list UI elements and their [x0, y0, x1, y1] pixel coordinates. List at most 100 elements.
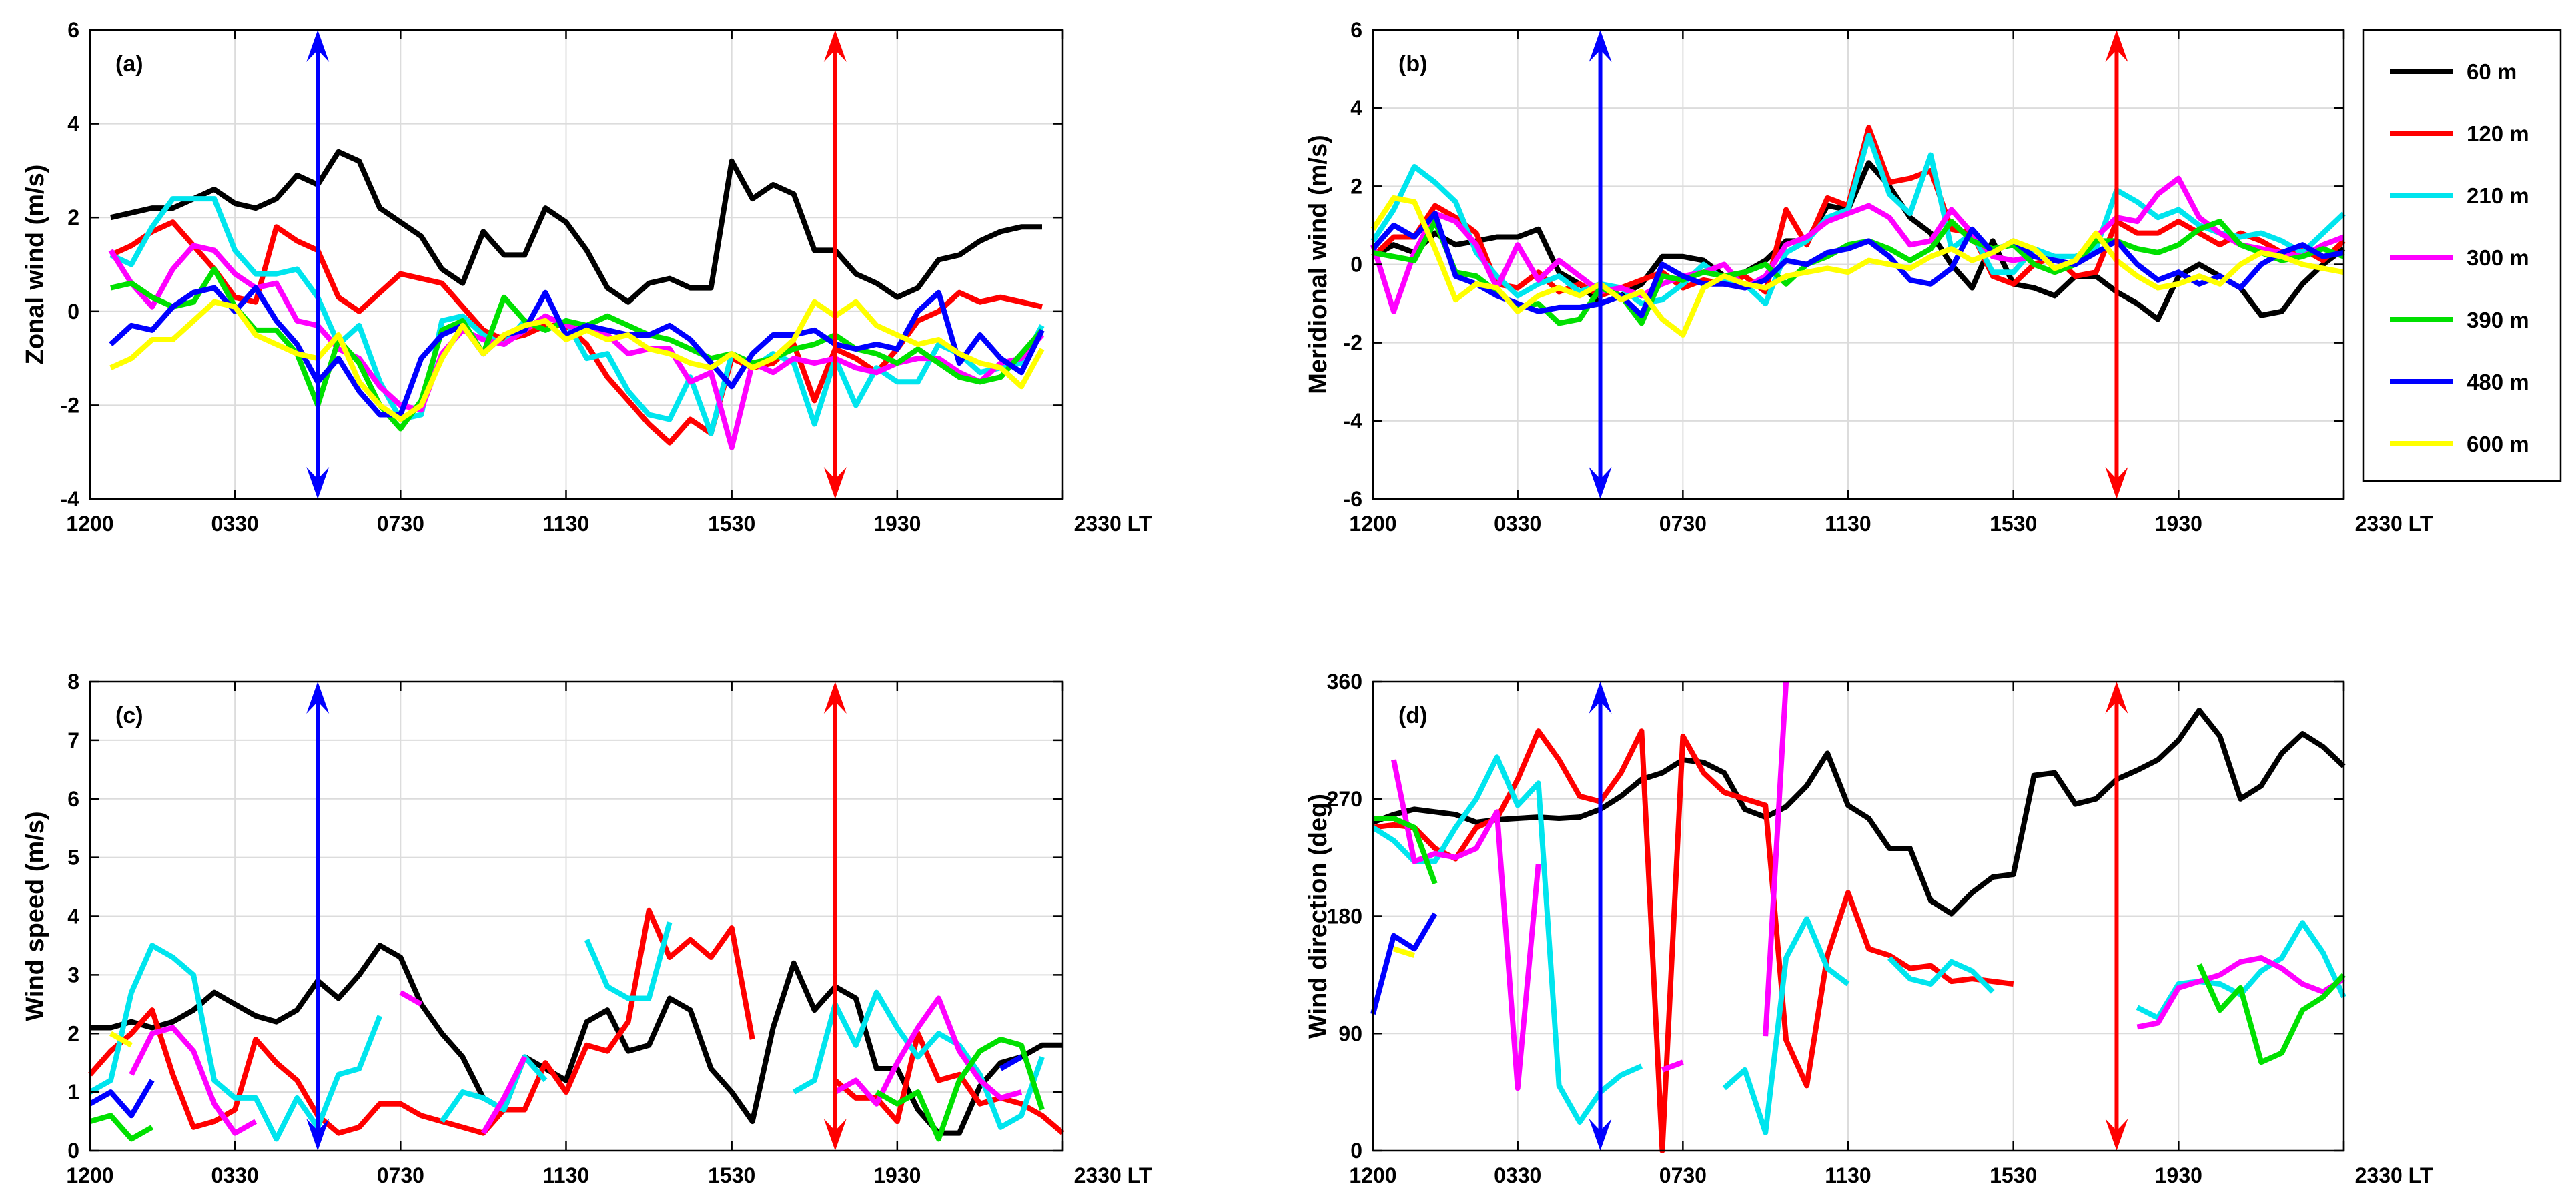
y-tick-label: -2: [1344, 331, 1362, 355]
y-tick-label: -4: [61, 487, 80, 511]
legend-entry: 60 m: [2390, 59, 2517, 84]
legend-label: 390 m: [2467, 308, 2529, 332]
blue-marker-arrow: [306, 682, 330, 1151]
series-line-600m: [109, 1031, 133, 1048]
x-tick-label: 0730: [377, 512, 424, 536]
panel-label: (d): [1398, 703, 1427, 728]
legend-label: 480 m: [2467, 370, 2529, 394]
legend: 60 m 120 m 210 m 300 m 390 m 480 m 600 m: [2362, 29, 2562, 482]
x-tick-label: 1530: [708, 512, 755, 536]
x-tick-label: 1130: [1825, 1163, 1871, 1187]
y-tick-label: 1: [67, 1080, 79, 1104]
series-group: [1371, 681, 2346, 1153]
x-tick-label: 1530: [1990, 512, 2037, 536]
series-line-210m: [1370, 133, 2346, 307]
x-tick-label: 1530: [708, 1163, 755, 1187]
y-tick-label: 6: [67, 787, 79, 811]
series-line-120m: [1372, 728, 2014, 1153]
x-tick-label: 0730: [377, 1163, 424, 1187]
chart-panel-1: 1200 0330 0730 1130 1530 1930 2330 LT -6 -4 -2 0 2 4…: [1304, 18, 2433, 536]
y-tick-label: 0: [1350, 253, 1362, 277]
legend-entry: 600 m: [2390, 432, 2529, 456]
x-tick-label: 0730: [1659, 512, 1707, 536]
y-tick-label: 4: [67, 905, 79, 929]
x-tick-label: 1130: [1825, 512, 1871, 536]
x-tick-label: 1530: [1990, 1163, 2037, 1187]
series-line-480m: [109, 285, 1045, 418]
x-tick-label: 1130: [543, 512, 589, 536]
y-tick-label: 2: [67, 1021, 79, 1045]
panels: 1200 0330 0730 1130 1530 1930 2330 LT-4-20246Z…: [21, 18, 2433, 1187]
red-marker-arrow: [2105, 682, 2128, 1151]
series-line-390m: [1373, 816, 2346, 1065]
y-tick-label: 8: [67, 670, 79, 694]
y-tick-label: 4: [67, 112, 79, 136]
y-axis-label: Zonal wind (m/s): [21, 165, 49, 365]
y-tick-label: -6: [1344, 487, 1362, 511]
series-line-300m: [1370, 175, 2345, 314]
series-line-60m: [110, 149, 1042, 305]
series-line-60m: [90, 943, 1063, 1136]
x-tick-label: 0330: [1494, 1163, 1541, 1187]
series-line-600m: [1370, 195, 2344, 338]
legend-label: 120 m: [2467, 121, 2529, 146]
x-tick-label: 2330 LT: [1074, 512, 1152, 536]
y-axis-label: Wind direction (deg): [1304, 794, 1332, 1039]
red-marker-arrow: [823, 30, 847, 499]
x-tick-label: 1930: [873, 1163, 921, 1187]
x-tick-label: 0330: [1494, 512, 1541, 536]
y-tick-label: 2: [67, 205, 79, 229]
x-tick-label: 2330 LT: [2355, 512, 2433, 536]
panel-label: (c): [115, 703, 143, 728]
panel-label: (a): [115, 51, 143, 77]
series-line-60m: [1372, 708, 2346, 917]
y-tick-label: -2: [61, 393, 79, 417]
x-tick-label: 2330 LT: [1074, 1163, 1152, 1187]
legend-entry: 210 m: [2390, 183, 2529, 208]
series-group: [1370, 125, 2346, 338]
x-tick-label: 0730: [1659, 1163, 1707, 1187]
legend-label: 60 m: [2467, 59, 2517, 84]
series-group: [87, 907, 1065, 1142]
x-tick-label: 1930: [873, 512, 921, 536]
chart-panel-3: 1200 0330 0730 1130 1530 1930 2330 LT 0 90 180 270…: [1304, 670, 2433, 1187]
x-tick-label: 0330: [211, 1163, 259, 1187]
legend-entry: 480 m: [2390, 370, 2529, 394]
y-tick-label: 3: [67, 963, 79, 987]
legend-entry: 120 m: [2390, 121, 2529, 146]
panel-label: (b): [1398, 51, 1427, 77]
series-line-210m: [89, 921, 1045, 1142]
series-line-480m: [1370, 211, 2344, 318]
y-tick-label: 7: [67, 728, 79, 752]
y-tick-label: 180: [1327, 905, 1362, 929]
series-line-210m: [1371, 754, 2346, 1135]
series-line-600m: [109, 299, 1045, 422]
series-line-480m: [89, 1054, 1023, 1119]
series-line-210m: [109, 196, 1045, 436]
series-line-600m: [1392, 946, 1416, 958]
x-tick-label: 2330 LT: [2355, 1163, 2433, 1187]
x-tick-label: 1130: [543, 1163, 589, 1187]
legend-label: 600 m: [2467, 432, 2529, 456]
series-line-390m: [89, 1037, 1045, 1142]
red-marker-arrow: [2105, 30, 2128, 499]
blue-marker-arrow: [1589, 30, 1612, 499]
y-tick-label: 5: [67, 846, 79, 870]
legend-label: 300 m: [2467, 245, 2529, 270]
legend-entry: 300 m: [2390, 245, 2529, 270]
y-tick-label: 90: [1338, 1021, 1362, 1045]
y-tick-label: 2: [1350, 174, 1362, 198]
x-tick-label: 1200: [1349, 1163, 1396, 1187]
blue-marker-arrow: [1589, 682, 1612, 1151]
y-tick-label: 0: [1350, 1139, 1362, 1163]
series-line-390m: [110, 266, 1045, 432]
y-tick-label: 0: [67, 299, 79, 324]
series-group: [108, 149, 1045, 450]
x-tick-label: 1930: [2155, 512, 2202, 536]
blue-marker-arrow: [306, 30, 330, 499]
legend-entry: 390 m: [2390, 308, 2529, 332]
chart-panel-2: 1200 0330 0730 1130 1530 1930 2330 LT 0 1 2 3 4 5 6 7 8…: [21, 670, 1152, 1187]
y-tick-label: 6: [1350, 18, 1362, 42]
x-tick-label: 1930: [2155, 1163, 2202, 1187]
